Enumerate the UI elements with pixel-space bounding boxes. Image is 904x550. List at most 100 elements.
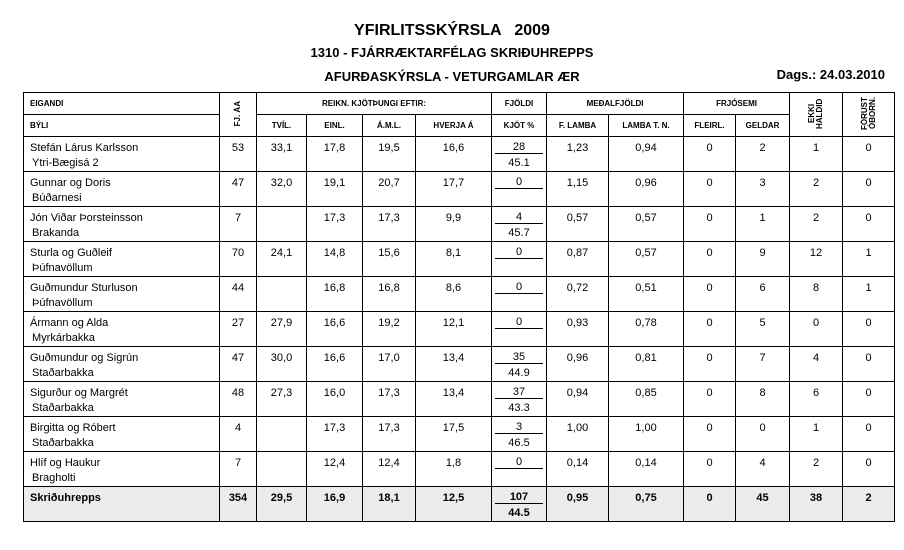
cell-hverja: 1,8 [415,451,492,487]
header-f-lamba: F. LAMBA [546,114,610,137]
cell-tvil: 29,5 [256,486,307,522]
header-tvil: TVÍL. [256,114,307,137]
cell-fleirl: 0 [683,346,736,382]
cell-einl: 16,0 [306,381,363,417]
cell-einl: 14,8 [306,241,363,277]
cell-fleirl: 0 [683,171,736,207]
cell-fjoldi-kjot: 28 45.1 [491,136,547,172]
cell-flamba: 0,93 [546,311,609,347]
fjoldi-value: 28 [512,141,526,153]
fjoldi-value: 0 [515,246,523,258]
cell-tvil: 30,0 [256,346,307,382]
cell-fjoldi-kjot: 107 44.5 [491,486,547,522]
table-row: Sturla og Guðleif Þúfnavöllum 70 24,1 14,8 15… [23,241,895,277]
fjoldi-value: 4 [515,211,523,223]
farm-name: Staðarbakka [32,437,94,449]
report-subtitle: 1310 - FJÁRRÆKTARFÉLAG SKRIÐUHREPPS [310,45,594,60]
header-aml: Á.M.L. [362,114,416,137]
cell-forust: 0 [842,171,895,207]
owner-name: Hlíf og Haukur [30,457,101,469]
owner-cell: Ármann og Alda Myrkárbakka [23,311,220,347]
cell-lambatn: 0,81 [608,346,684,382]
owner-cell: Sturla og Guðleif Þúfnavöllum [23,241,220,277]
cell-lambatn: 0,85 [608,381,684,417]
owner-cell: Guðmundur og Sigrún Staðarbakka [23,346,220,382]
cell-fj: 53 [219,136,257,172]
cell-flamba: 0,94 [546,381,609,417]
cell-einl: 16,6 [306,311,363,347]
cell-aml: 17,3 [362,381,416,417]
fjoldi-value: 107 [509,491,529,503]
cell-fjoldi-kjot: 0 [491,451,547,487]
cell-fj: 44 [219,276,257,312]
cell-ekki: 1 [789,136,843,172]
cell-aml: 20,7 [362,171,416,207]
cell-fleirl: 0 [683,241,736,277]
owner-name: Guðmundur og Sigrún [30,352,139,364]
cell-tvil: 27,9 [256,311,307,347]
farm-name: Þúfnavöllum [32,262,93,274]
cell-flamba: 0,96 [546,346,609,382]
cell-forust: 0 [842,451,895,487]
header-forust-oborn: FÓRUST ÓBORN. [842,92,896,137]
cell-geldar: 8 [735,381,790,417]
cell-fjoldi-kjot: 3 46.5 [491,416,547,452]
cell-hverja: 12,5 [415,486,492,522]
cell-tvil: 33,1 [256,136,307,172]
header-lamba-tn: LAMBA T. N. [608,114,685,137]
header-eigandi: EIGANDI [23,92,220,115]
cell-einl: 12,4 [306,451,363,487]
cell-fleirl: 0 [683,486,736,522]
cell-ekki: 38 [789,486,843,522]
header-geldar: GELDAR [735,114,791,137]
cell-fj: 47 [219,346,257,382]
total-row: Skriðuhrepps 354 29,5 16,9 18,1 12,5 107 44.5 0,… [23,486,895,522]
cell-fleirl: 0 [683,381,736,417]
cell-geldar: 7 [735,346,790,382]
cell-lambatn: 0,78 [608,311,684,347]
cell-ekki: 8 [789,276,843,312]
cell-einl: 16,6 [306,346,363,382]
header-byli: BÝLI [23,114,220,137]
farm-name: Brakanda [32,227,80,239]
cell-lambatn: 0,96 [608,171,684,207]
owner-name: Sturla og Guðleif [30,247,112,259]
owner-cell: Stefán Lárus Karlsson Ytri-Bægisá 2 [23,136,220,172]
kjot-value [495,258,543,275]
farm-name: Staðarbakka [32,367,94,379]
table-row: Gunnar og Doris Búðarnesi 47 32,0 19,1 20,7 17… [23,171,895,207]
table-row: Stefán Lárus Karlsson Ytri-Bægisá 2 53 33,1… [23,136,895,172]
fjoldi-value: 0 [515,176,523,188]
kjot-value [495,188,543,205]
cell-aml: 19,5 [362,136,416,172]
cell-tvil [256,416,307,452]
farm-name: Myrkárbakka [32,332,95,344]
cell-lambatn: 0,57 [608,206,684,242]
cell-forust: 0 [842,206,895,242]
cell-fleirl: 0 [683,136,736,172]
cell-ekki: 2 [789,206,843,242]
cell-fjoldi-kjot: 0 [491,276,547,312]
cell-flamba: 1,15 [546,171,609,207]
table-header: EIGANDI FJ. ÁA REIKN. KJÖTÞUNGI EFTIR: F… [23,92,896,137]
kjot-value: 44.5 [495,503,543,520]
kjot-value: 43.3 [495,398,543,415]
cell-aml: 17,0 [362,346,416,382]
cell-forust: 1 [842,241,895,277]
table-row: Ármann og Alda Myrkárbakka 27 27,9 16,6 19,2 1… [23,311,895,347]
cell-geldar: 3 [735,171,790,207]
cell-tvil [256,206,307,242]
cell-fleirl: 0 [683,276,736,312]
cell-geldar: 1 [735,206,790,242]
owner-cell: Gunnar og Doris Búðarnesi [23,171,220,207]
report-title: YFIRLITSSKÝRSLA 2009 [354,22,550,39]
header-frjosemi: FRJÓSEMI [683,92,791,115]
cell-fj: 27 [219,311,257,347]
cell-aml: 16,8 [362,276,416,312]
header-kjot: KJÖT % [491,114,548,137]
cell-fjoldi-kjot: 0 [491,171,547,207]
cell-fj: 354 [219,486,257,522]
cell-hverja: 13,4 [415,381,492,417]
cell-ekki: 0 [789,311,843,347]
cell-geldar: 6 [735,276,790,312]
